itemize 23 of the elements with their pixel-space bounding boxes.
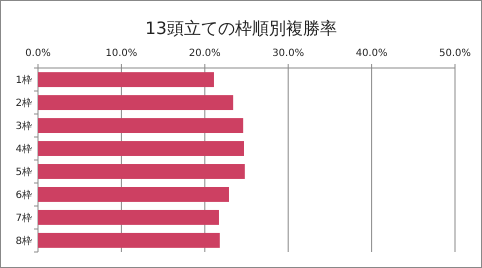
y-tick-label: 7枠 <box>16 212 32 224</box>
y-tick-label: 6枠 <box>16 188 32 201</box>
x-tick-label: 10.0% <box>106 48 138 59</box>
x-tick-label: 20.0% <box>188 48 221 59</box>
bar <box>38 72 214 88</box>
y-tick-label: 4枠 <box>16 143 32 156</box>
y-tick-label: 1枠 <box>16 74 32 86</box>
bar <box>38 164 245 179</box>
x-tick-label: 40.0% <box>356 48 388 59</box>
x-tick-label: 50.0% <box>439 48 471 59</box>
y-tick-label: 5枠 <box>16 166 32 178</box>
x-tick-label: 0.0% <box>25 48 51 59</box>
bar <box>38 95 234 110</box>
bar <box>38 232 220 248</box>
bar <box>38 210 219 225</box>
x-tick-label: 30.0% <box>272 48 304 59</box>
bar <box>38 186 229 202</box>
bar <box>38 141 244 156</box>
y-tick-label: 2枠 <box>16 97 32 110</box>
bar <box>38 118 244 134</box>
chart-title: 13頭立ての枠順別複勝率 <box>145 19 337 39</box>
y-tick-label: 8枠 <box>16 234 32 247</box>
y-tick-label: 3枠 <box>16 120 32 132</box>
